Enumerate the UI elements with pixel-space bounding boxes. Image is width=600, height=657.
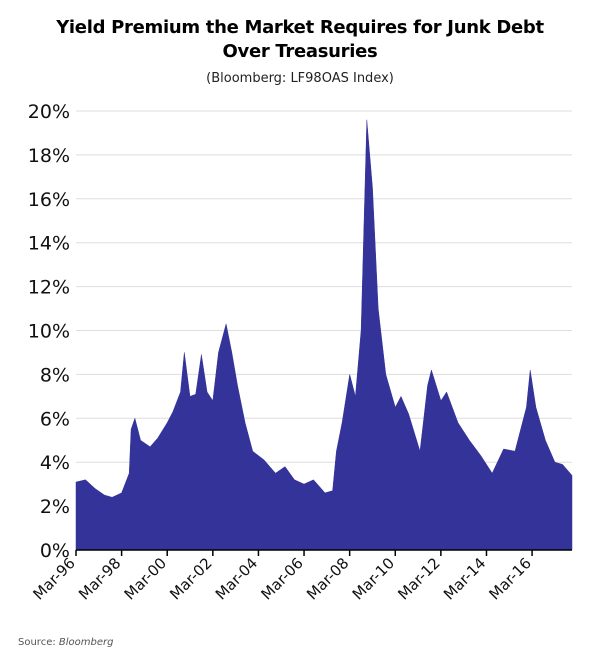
x-tick-label: Mar-98: [75, 554, 124, 603]
y-tick-label: 16%: [28, 189, 70, 211]
x-tick-label: Mar-00: [121, 554, 170, 603]
x-tick-label: Mar-12: [394, 554, 443, 603]
y-tick-label: 2%: [40, 496, 70, 518]
y-tick-label: 14%: [28, 233, 70, 255]
chart-title: Yield Premium the Market Requires for Ju…: [0, 16, 600, 64]
x-tick-label: Mar-04: [212, 554, 261, 603]
source-note: Source: Bloomberg: [18, 637, 113, 648]
y-tick-label: 6%: [40, 408, 70, 430]
x-tick-label: Mar-10: [349, 554, 398, 603]
x-tick-label: Mar-14: [440, 554, 489, 603]
chart-subtitle: (Bloomberg: LF98OAS Index): [206, 71, 394, 86]
x-tick-label: Mar-08: [303, 554, 352, 603]
y-tick-label: 20%: [28, 101, 70, 123]
x-tick-label: Mar-16: [486, 554, 535, 603]
y-tick-label: 0%: [40, 540, 70, 562]
spread-area: [75, 119, 573, 551]
y-tick-label: 8%: [40, 364, 70, 386]
y-tick-label: 4%: [40, 452, 70, 474]
chart-title-line-2: Over Treasuries: [222, 41, 378, 62]
y-tick-label: 12%: [28, 277, 70, 299]
x-tick-label: Mar-02: [166, 554, 215, 603]
chart-title-line-1: Yield Premium the Market Requires for Ju…: [56, 17, 544, 38]
y-tick-label: 18%: [28, 145, 70, 167]
source-label: Source:: [18, 637, 56, 648]
source-name: Bloomberg: [58, 637, 114, 648]
x-tick-label: Mar-06: [257, 554, 306, 603]
y-tick-label: 10%: [28, 321, 70, 343]
